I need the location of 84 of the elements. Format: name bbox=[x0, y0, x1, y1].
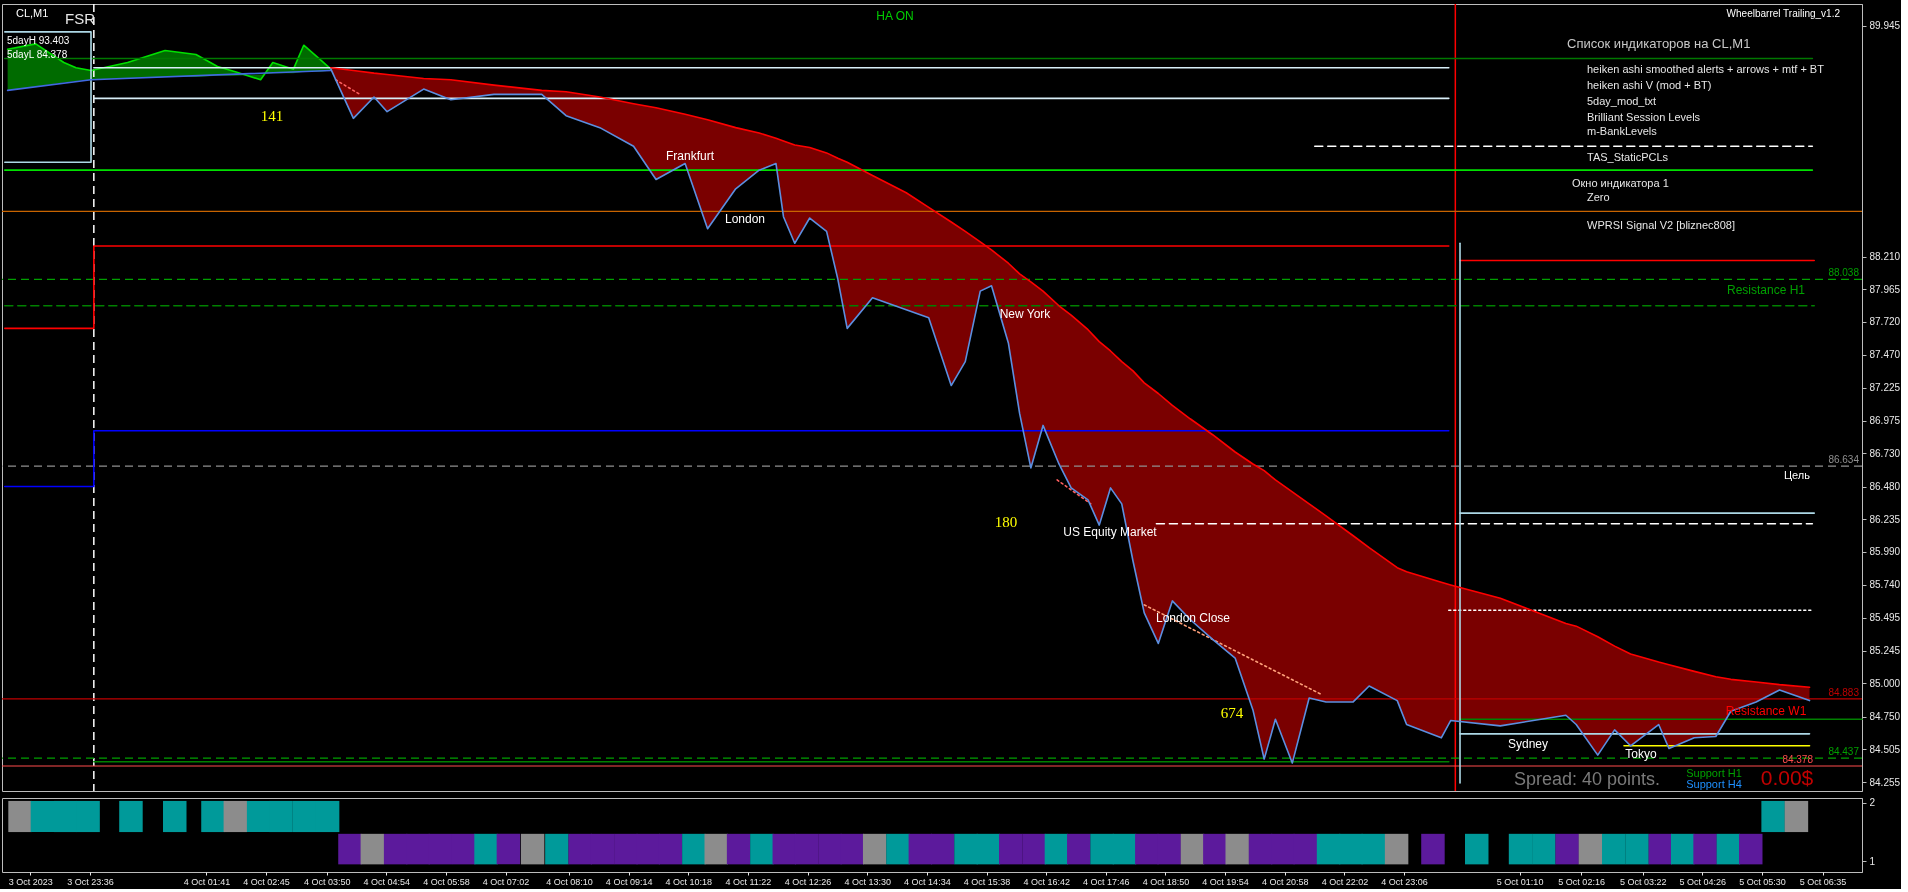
annotation: Tokyo bbox=[1625, 747, 1657, 761]
ref-line-label: 84.883 bbox=[1828, 686, 1860, 698]
x-tick-label: 4 Oct 19:54 bbox=[1202, 876, 1249, 887]
annotation: Wheelbarrel Trailing_v1.2 bbox=[1726, 8, 1841, 19]
x-tick-label: 4 Oct 15:38 bbox=[963, 876, 1011, 887]
x-tick-label: 4 Oct 08:10 bbox=[546, 876, 593, 887]
annotation: heiken ashi V (mod + BT) bbox=[1587, 79, 1712, 91]
x-tick-label: 4 Oct 02:45 bbox=[243, 876, 290, 887]
y-tick-label: 87.470 bbox=[1869, 349, 1901, 361]
x-tick-label: 4 Oct 23:06 bbox=[1381, 876, 1428, 887]
annotation: Support H1 bbox=[1686, 767, 1742, 779]
x-tick-label: 4 Oct 07:02 bbox=[482, 876, 530, 887]
x-tick-label: 4 Oct 14:34 bbox=[904, 876, 951, 887]
x-tick-label: 4 Oct 09:14 bbox=[605, 876, 653, 887]
annotation: Цель bbox=[1783, 469, 1811, 481]
annotation: Окно индикатора 1 bbox=[1572, 177, 1669, 189]
x-tick-label: 5 Oct 06:35 bbox=[1799, 876, 1847, 887]
x-tick-label: 4 Oct 10:18 bbox=[665, 876, 713, 887]
x-tick-label: 4 Oct 11:22 bbox=[725, 876, 772, 887]
y-tick-label: 85.245 bbox=[1869, 645, 1901, 657]
x-tick-label: 5 Oct 03:22 bbox=[1619, 876, 1667, 887]
x-tick-label: 4 Oct 18:50 bbox=[1142, 876, 1190, 887]
annotation: Spread: 40 points. bbox=[1513, 769, 1661, 789]
x-tick-label: 4 Oct 12:26 bbox=[784, 876, 832, 887]
annotation: Frankfurt bbox=[665, 149, 715, 163]
annotation: WPRSI Signal V2 [bliznec808] bbox=[1587, 219, 1735, 231]
y-tick-label: 85.000 bbox=[1869, 677, 1901, 689]
y-tick-label: 87.720 bbox=[1869, 316, 1901, 328]
annotation: 5day_mod_txt bbox=[1587, 95, 1657, 107]
y-tick-label: 85.495 bbox=[1869, 612, 1901, 624]
ref-line-label: 86.634 bbox=[1828, 454, 1860, 466]
ref-line-label: 88.038 bbox=[1828, 267, 1860, 279]
x-tick-label: 5 Oct 01:10 bbox=[1496, 876, 1544, 887]
annotation: Resistance H1 bbox=[1726, 283, 1806, 297]
y-tick-label: 1 bbox=[1869, 855, 1876, 867]
x-tick-label: 4 Oct 04:54 bbox=[363, 876, 411, 887]
annotation: HA ON bbox=[876, 9, 914, 23]
x-tick-label: 4 Oct 13:30 bbox=[844, 876, 891, 887]
ref-line-label: 84.437 bbox=[1828, 746, 1860, 758]
x-tick-label: 5 Oct 04:26 bbox=[1679, 876, 1727, 887]
y-tick-label: 87.965 bbox=[1869, 283, 1901, 295]
y-tick-label: 87.225 bbox=[1869, 382, 1901, 394]
y-tick-label: 86.730 bbox=[1869, 447, 1901, 459]
annotation: Sydney bbox=[1507, 737, 1549, 751]
x-tick-label: 5 Oct 02:16 bbox=[1558, 876, 1605, 887]
x-tick-label: 4 Oct 22:02 bbox=[1321, 876, 1369, 887]
annotation: Support H4 bbox=[1686, 778, 1742, 790]
annotation: heiken ashi smoothed alerts + arrows + mtf + BT bbox=[1587, 63, 1825, 75]
x-tick-label: 3 Oct 23:36 bbox=[67, 876, 114, 887]
chart-title: CL,M1 bbox=[16, 7, 49, 19]
annotation: 0.00$ bbox=[1760, 766, 1814, 789]
annotation: 674 bbox=[1220, 705, 1244, 721]
annotation: 141 bbox=[260, 108, 284, 124]
annotation: FSR bbox=[65, 10, 96, 27]
ref-line-label: 84.378 bbox=[1782, 754, 1814, 766]
annotation: m-BankLevels bbox=[1587, 125, 1658, 137]
y-tick-label: 86.480 bbox=[1869, 481, 1901, 493]
y-tick-label: 84.505 bbox=[1869, 743, 1901, 755]
y-tick-label: 2 bbox=[1869, 797, 1876, 809]
y-tick-label: 86.235 bbox=[1869, 513, 1901, 525]
annotation: TAS_StaticPCLs bbox=[1587, 151, 1669, 163]
x-tick-label: 3 Oct 2023 bbox=[8, 876, 53, 887]
annotation: Brilliant Session Levels bbox=[1587, 111, 1701, 123]
annotation: 5dayH 93.403 bbox=[7, 35, 70, 46]
y-tick-label: 84.255 bbox=[1869, 776, 1901, 788]
y-tick-label: 88.210 bbox=[1869, 251, 1901, 263]
annotation: New York bbox=[999, 307, 1052, 321]
y-tick-label: 89.945 bbox=[1869, 20, 1901, 32]
x-tick-label: 4 Oct 20:58 bbox=[1261, 876, 1309, 887]
annotation: Список индикаторов на CL,M1 bbox=[1567, 36, 1751, 51]
x-tick-label: 4 Oct 03:50 bbox=[303, 876, 351, 887]
annotation: 5dayL 84.378 bbox=[7, 49, 68, 60]
annotation: London bbox=[724, 212, 766, 226]
x-tick-label: 4 Oct 17:46 bbox=[1083, 876, 1130, 887]
x-tick-label: 4 Oct 05:58 bbox=[423, 876, 470, 887]
x-tick-label: 4 Oct 16:42 bbox=[1023, 876, 1070, 887]
y-tick-label: 84.750 bbox=[1869, 711, 1901, 723]
y-tick-label: 85.990 bbox=[1869, 546, 1901, 558]
y-tick-label: 86.975 bbox=[1869, 415, 1901, 427]
annotation: 180 bbox=[994, 514, 1018, 530]
x-tick-label: 5 Oct 05:30 bbox=[1739, 876, 1786, 887]
x-tick-label: 4 Oct 01:41 bbox=[183, 876, 231, 887]
annotation: Zero bbox=[1587, 191, 1610, 203]
y-tick-label: 85.740 bbox=[1869, 579, 1901, 591]
